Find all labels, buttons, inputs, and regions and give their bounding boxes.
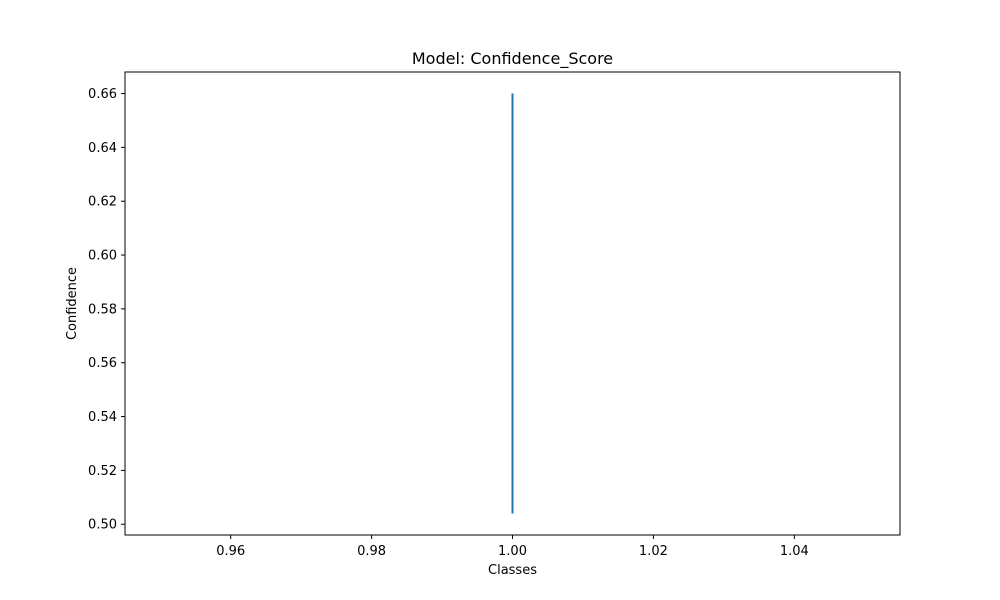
chart-title: Model: Confidence_Score [412,49,613,69]
y-tick-label: 0.56 [88,356,117,371]
y-tick-label: 0.50 [88,518,117,533]
x-tick-label: 0.98 [357,544,386,559]
y-axis-label: Confidence [65,267,80,340]
x-axis-label: Classes [488,563,537,578]
x-tick-label: 1.00 [498,544,527,559]
x-tick-label: 1.02 [639,544,668,559]
y-tick-label: 0.66 [88,87,117,102]
x-axis: 0.96 0.98 1.00 1.02 1.04 [216,535,809,559]
y-tick-label: 0.52 [88,464,117,479]
y-tick-label: 0.60 [88,249,117,264]
y-axis: 0.50 0.52 0.54 0.56 0.58 0.60 0.62 0.64 0.66 [88,87,125,533]
x-tick-label: 1.04 [780,544,809,559]
y-tick-label: 0.64 [88,141,117,156]
y-tick-label: 0.62 [88,195,117,210]
y-tick-label: 0.58 [88,302,117,317]
x-tick-label: 0.96 [216,544,245,559]
y-tick-label: 0.54 [88,410,117,425]
